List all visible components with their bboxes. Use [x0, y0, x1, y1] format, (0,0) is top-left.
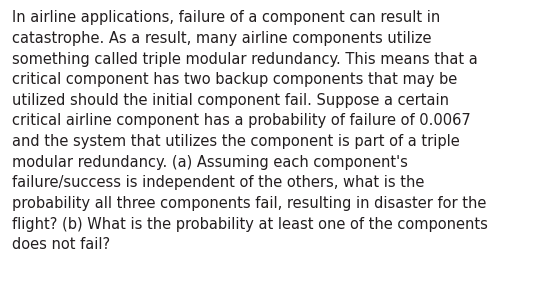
Text: In airline​ applications, failure of a component can result in
catastrophe. As a: In airline​ applications, failure of a c… [12, 10, 488, 252]
